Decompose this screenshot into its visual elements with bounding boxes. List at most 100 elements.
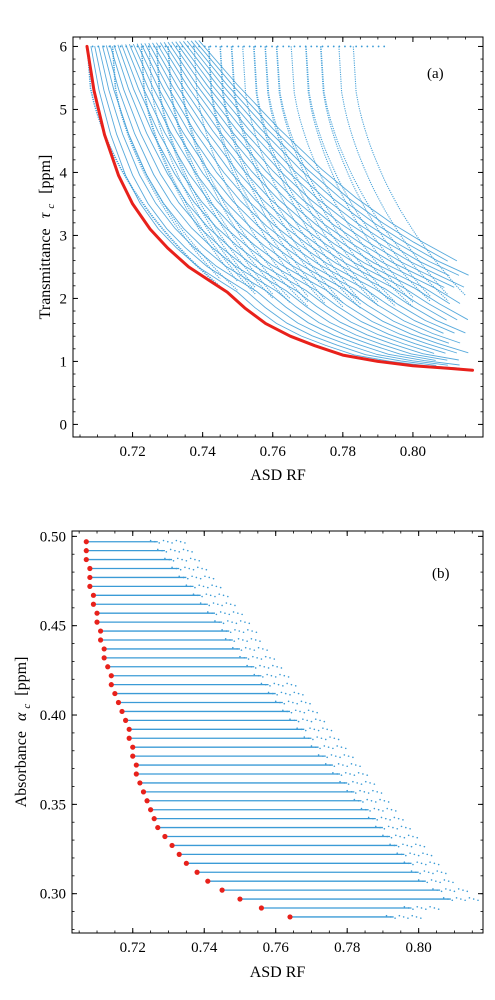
point-b bbox=[313, 728, 316, 731]
point-b bbox=[393, 816, 396, 819]
point-b bbox=[400, 853, 403, 856]
curve-a bbox=[125, 44, 458, 354]
curve-a bbox=[132, 43, 450, 344]
point-b bbox=[244, 621, 246, 623]
curve-a bbox=[290, 46, 414, 303]
curve-a bbox=[175, 41, 455, 288]
point-b bbox=[440, 890, 443, 893]
curve-a bbox=[208, 46, 309, 297]
point-b bbox=[364, 808, 367, 811]
point-b bbox=[198, 559, 201, 562]
frontier-point-b bbox=[130, 744, 136, 750]
point-b bbox=[409, 852, 411, 854]
point-b bbox=[430, 879, 433, 881]
y-tick-label: 0.35 bbox=[40, 797, 66, 813]
y-axis-title-a-symbol: τ bbox=[37, 211, 54, 218]
curve-a bbox=[101, 45, 460, 366]
curve-a bbox=[264, 46, 396, 307]
point-a bbox=[383, 45, 386, 48]
point-a bbox=[254, 45, 257, 48]
point-b bbox=[241, 613, 243, 616]
point-b bbox=[415, 916, 418, 918]
y-axis-title-a-sub: c bbox=[45, 204, 57, 209]
point-b bbox=[337, 763, 340, 765]
point-b bbox=[385, 914, 388, 917]
point-b bbox=[214, 595, 216, 598]
point-b bbox=[162, 539, 165, 542]
point-b bbox=[243, 657, 246, 659]
curve-a bbox=[352, 46, 466, 296]
point-b bbox=[397, 817, 400, 820]
point-b bbox=[293, 719, 296, 722]
point-b bbox=[149, 539, 152, 542]
point-b bbox=[362, 801, 364, 803]
frontier-point-b bbox=[90, 601, 97, 607]
point-b bbox=[364, 780, 367, 783]
x-tick-label: 0.80 bbox=[400, 444, 426, 460]
point-a bbox=[108, 45, 111, 48]
point-b bbox=[283, 674, 286, 677]
point-b bbox=[390, 836, 393, 839]
point-b bbox=[199, 602, 202, 604]
point-a bbox=[248, 45, 251, 48]
point-b bbox=[272, 664, 274, 667]
frontier-line-a bbox=[85, 44, 474, 372]
point-b bbox=[186, 549, 189, 552]
y-axis-title-b-unit: [ppm] bbox=[13, 657, 30, 696]
x-axis-a: 0.72 0.74 0.76 0.78 0.80 bbox=[79, 37, 466, 460]
point-b bbox=[329, 764, 331, 766]
point-b bbox=[417, 854, 420, 857]
point-a bbox=[315, 45, 318, 48]
point-b bbox=[403, 905, 406, 908]
point-b bbox=[336, 745, 338, 747]
point-b bbox=[217, 603, 219, 606]
point-b bbox=[252, 655, 254, 658]
point-b bbox=[249, 648, 251, 650]
x-tick-label: 0.78 bbox=[330, 444, 356, 460]
point-b bbox=[307, 709, 310, 712]
curve-a bbox=[113, 44, 459, 361]
frontier-point-b bbox=[94, 610, 100, 616]
curve-a bbox=[98, 45, 448, 366]
point-b bbox=[412, 908, 414, 910]
point-b bbox=[263, 665, 266, 668]
point-a bbox=[203, 45, 206, 48]
point-b bbox=[267, 691, 270, 694]
point-a bbox=[332, 45, 335, 48]
point-b bbox=[251, 630, 253, 632]
curve-a bbox=[121, 44, 446, 354]
point-b bbox=[369, 782, 371, 784]
point-b bbox=[373, 807, 376, 810]
curve-a bbox=[338, 46, 449, 296]
point-b bbox=[390, 808, 393, 811]
point-b bbox=[397, 845, 400, 848]
point-b bbox=[420, 862, 423, 865]
curve-a bbox=[305, 46, 414, 298]
point-b bbox=[225, 602, 228, 604]
point-b bbox=[296, 702, 298, 705]
y-tick-label: 0 bbox=[60, 417, 68, 433]
point-b bbox=[356, 782, 358, 784]
point-a bbox=[119, 45, 122, 48]
frontier-point-b bbox=[205, 878, 211, 884]
point-b bbox=[406, 844, 409, 847]
point-b bbox=[290, 711, 293, 714]
frontier-point-b bbox=[108, 673, 114, 679]
series-a-lines bbox=[86, 40, 469, 369]
point-b bbox=[165, 551, 168, 553]
point-b bbox=[280, 691, 283, 694]
point-a bbox=[287, 45, 290, 48]
curve-a bbox=[111, 46, 221, 280]
point-b bbox=[294, 709, 297, 712]
point-a bbox=[276, 45, 279, 48]
point-b bbox=[386, 807, 389, 810]
point-b bbox=[420, 917, 422, 919]
point-a bbox=[310, 45, 313, 48]
point-b bbox=[332, 771, 334, 774]
y-tick-label: 4 bbox=[60, 165, 68, 181]
point-b bbox=[178, 575, 181, 578]
point-b bbox=[209, 594, 212, 597]
point-b bbox=[289, 718, 291, 720]
point-b bbox=[379, 826, 381, 829]
point-b bbox=[266, 649, 268, 651]
